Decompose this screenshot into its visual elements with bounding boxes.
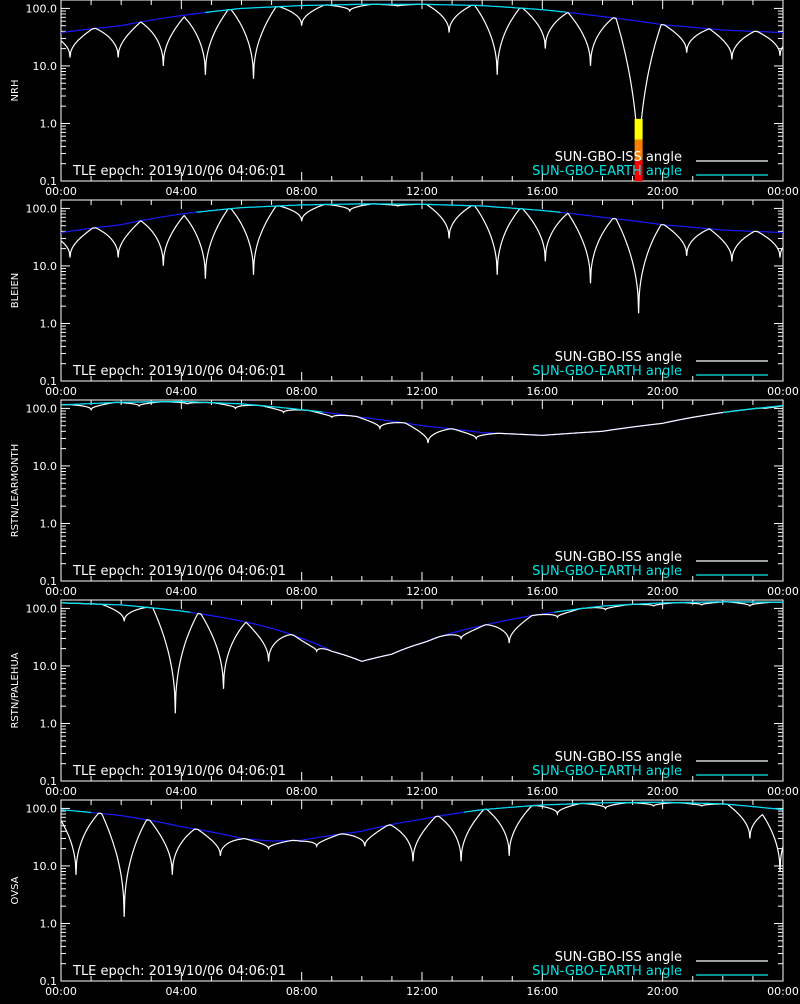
- x-tick-label: 00:00: [45, 985, 77, 998]
- x-tick-label: 08:00: [286, 385, 318, 398]
- x-tick-label: 20:00: [647, 785, 679, 798]
- legend-earth-label: SUN-GBO-EARTH angle: [532, 364, 682, 379]
- legend-earth-label: SUN-GBO-EARTH angle: [532, 164, 682, 179]
- y-tick-label: 1.0: [40, 717, 58, 730]
- x-tick-label: 12:00: [406, 585, 438, 598]
- x-tick-label: 12:00: [406, 985, 438, 998]
- x-tick-label: 16:00: [526, 785, 558, 798]
- x-tick-label: 08:00: [286, 985, 318, 998]
- y-tick-label: 0.1: [40, 975, 58, 988]
- x-tick-label: 16:00: [526, 585, 558, 598]
- y-tick-label: 0.1: [40, 775, 58, 788]
- legend-iss-label: SUN-GBO-ISS angle: [555, 350, 682, 365]
- y-axis-label: NRH: [10, 80, 21, 102]
- y-tick-label: 100.0: [26, 2, 58, 15]
- y-tick-label: 0.1: [40, 175, 58, 188]
- tle-epoch-text: TLE epoch: 2019/10/06 04:06:01: [72, 764, 286, 779]
- y-tick-label: 1.0: [40, 517, 58, 530]
- earth-angle-cyan-curve: [196, 203, 561, 213]
- legend-iss-label: SUN-GBO-ISS angle: [555, 950, 682, 965]
- earth-angle-cyan-curve: [60, 801, 784, 814]
- x-tick-label: 00:00: [45, 185, 77, 198]
- legend-iss-label: SUN-GBO-ISS angle: [555, 150, 682, 165]
- chart-panel-1: 0.1 1.0 10.0 100.0 00:00 04:00 08:00 12:00 16:00…: [10, 0, 799, 198]
- chart-panel-5: 0.1 1.0 10.0 100.0 00:00 04:00 08:00 12:00 16:00…: [10, 799, 799, 998]
- y-tick-label: 100.0: [26, 402, 58, 415]
- iss-angle-curve: [60, 601, 783, 714]
- y-axis-label: OVSA: [10, 876, 21, 904]
- y-tick-label: 1.0: [40, 117, 58, 130]
- y-tick-label: 10.0: [33, 860, 58, 873]
- tle-epoch-text: TLE epoch: 2019/10/06 04:06:01: [72, 364, 286, 379]
- y-tick-label: 100.0: [26, 202, 58, 215]
- x-tick-label: 08:00: [286, 185, 318, 198]
- chart-panel-2: 0.1 1.0 10.0 100.0 00:00 04:00 08:00 12:00 16:00…: [10, 199, 799, 398]
- x-tick-label: 08:00: [286, 585, 318, 598]
- x-tick-label: 04:00: [165, 385, 197, 398]
- y-tick-label: 10.0: [33, 660, 58, 673]
- x-tick-label: 16:00: [526, 985, 558, 998]
- marker-red: [634, 160, 643, 181]
- y-tick-label: 10.0: [33, 460, 58, 473]
- legend-earth-label: SUN-GBO-EARTH angle: [532, 564, 682, 579]
- x-tick-label: 04:00: [165, 185, 197, 198]
- x-tick-label: 00:00: [45, 585, 77, 598]
- y-tick-label: 100.0: [26, 602, 58, 615]
- y-tick-label: 10.0: [33, 260, 58, 273]
- chart-panel-3: 0.1 1.0 10.0 100.0 00:00 04:00 08:00 12:00 16:00…: [10, 399, 799, 598]
- iss-angle-curve: [60, 802, 784, 917]
- x-tick-label: 00:00: [45, 785, 77, 798]
- y-axis-label: RSTN/LEARMONTH: [10, 444, 21, 538]
- x-tick-label: 16:00: [526, 185, 558, 198]
- x-tick-label: 00:00: [767, 185, 799, 198]
- y-tick-label: 1.0: [40, 317, 58, 330]
- y-tick-label: 1.0: [40, 917, 58, 930]
- y-tick-label: 0.1: [40, 375, 58, 388]
- legend-iss-label: SUN-GBO-ISS angle: [555, 750, 682, 765]
- x-tick-label: 00:00: [45, 385, 77, 398]
- x-tick-label: 20:00: [647, 585, 679, 598]
- legend-earth-label: SUN-GBO-EARTH angle: [532, 964, 682, 979]
- marker-orange: [634, 139, 643, 161]
- x-tick-label: 00:00: [767, 785, 799, 798]
- x-tick-label: 04:00: [165, 985, 197, 998]
- x-tick-label: 20:00: [647, 185, 679, 198]
- tle-epoch-text: TLE epoch: 2019/10/06 04:06:01: [72, 964, 286, 979]
- y-axis-label: RSTN/PALEHUA: [10, 652, 21, 728]
- earth-angle-cyan-curve: [60, 601, 783, 613]
- x-tick-label: 20:00: [647, 985, 679, 998]
- y-tick-label: 0.1: [40, 575, 58, 588]
- x-tick-label: 20:00: [647, 385, 679, 398]
- tle-epoch-text: TLE epoch: 2019/10/06 04:06:01: [72, 564, 286, 579]
- legend-earth-label: SUN-GBO-EARTH angle: [532, 764, 682, 779]
- iss-angle-curve: [60, 203, 784, 314]
- x-tick-label: 16:00: [526, 385, 558, 398]
- earth-angle-cyan-curve: [205, 3, 567, 14]
- x-tick-label: 04:00: [165, 585, 197, 598]
- marker-yellow: [634, 118, 643, 140]
- x-tick-label: 00:00: [767, 585, 799, 598]
- legend-iss-label: SUN-GBO-ISS angle: [555, 550, 682, 565]
- earth-angle-curve: [60, 601, 783, 663]
- x-tick-label: 04:00: [165, 785, 197, 798]
- y-axis-label: BLEIEN: [10, 273, 21, 309]
- tle-epoch-text: TLE epoch: 2019/10/06 04:06:01: [72, 164, 286, 179]
- iss-angle-curve: [61, 401, 784, 444]
- chart-panel-4: 0.1 1.0 10.0 100.0 00:00 04:00 08:00 12:00 16:00…: [10, 599, 799, 798]
- x-tick-label: 12:00: [406, 785, 438, 798]
- x-tick-label: 00:00: [767, 385, 799, 398]
- y-tick-label: 100.0: [26, 802, 58, 815]
- earth-angle-cyan-curve: [60, 400, 784, 414]
- y-tick-label: 10.0: [33, 60, 58, 73]
- x-tick-label: 08:00: [286, 785, 318, 798]
- x-tick-label: 12:00: [406, 385, 438, 398]
- x-tick-label: 12:00: [406, 185, 438, 198]
- x-tick-label: 00:00: [767, 985, 799, 998]
